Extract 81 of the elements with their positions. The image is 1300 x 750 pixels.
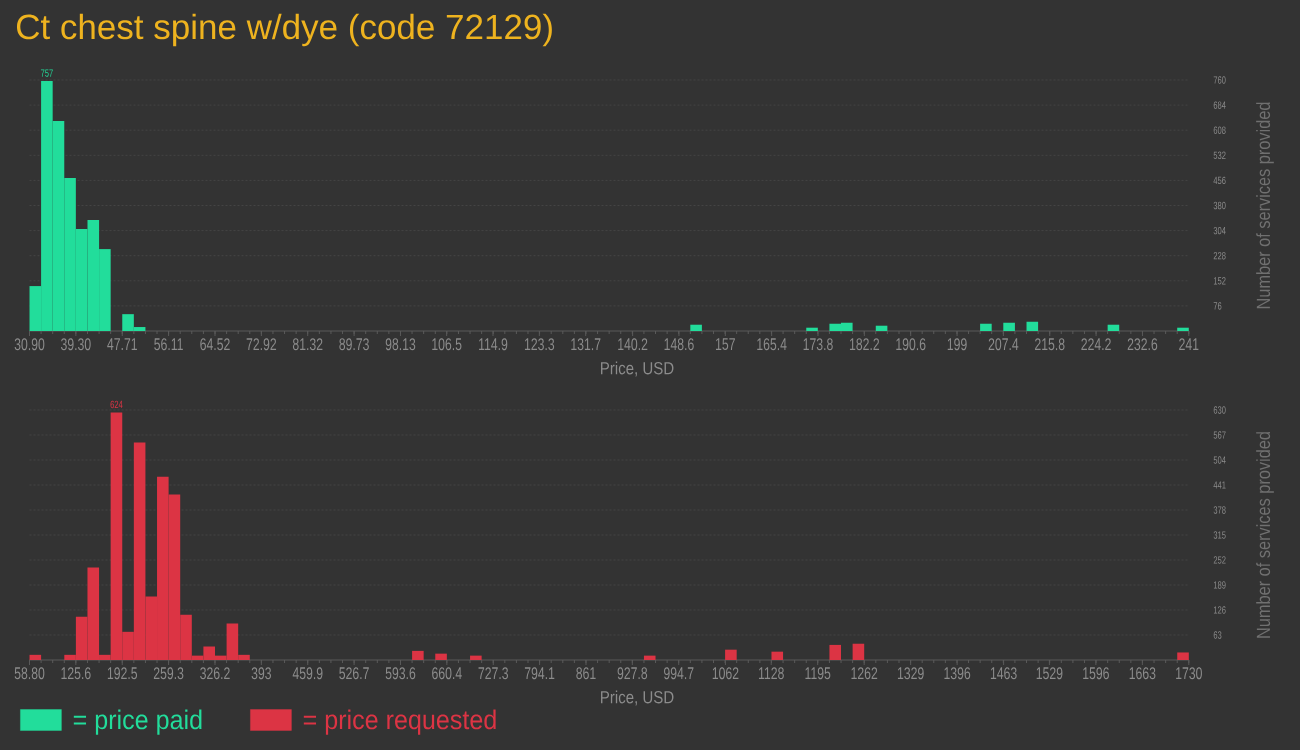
x-tick-label: 224.2 (1081, 338, 1111, 351)
x-tick-label: 140.2 (618, 338, 648, 351)
x-tick-label: 81.32 (292, 338, 323, 351)
x-tick-label: 393 (251, 667, 272, 680)
x-tick-label: 1262 (851, 667, 878, 680)
y-tick-label: 378 (1213, 506, 1226, 514)
x-tick-label: 165.4 (757, 338, 787, 351)
x-tick-label: 192.5 (107, 667, 138, 680)
x-tick-label: 39.30 (61, 338, 91, 351)
x-tick-label: 215.8 (1035, 338, 1065, 351)
x-tick-label: 232.6 (1127, 338, 1158, 351)
x-tick-label: 30.90 (14, 338, 45, 351)
x-tick-label: 182.2 (849, 338, 880, 351)
x-tick-label: 1128 (758, 667, 784, 680)
y-tick-label: 76 (1213, 302, 1222, 310)
x-tick-label: 1396 (944, 667, 971, 680)
x-tick-label: 114.9 (479, 338, 508, 351)
x-tick-label: 47.71 (107, 338, 137, 350)
x-tick-label: 98.13 (385, 338, 416, 351)
x-tick-label: 89.73 (339, 338, 369, 351)
x-tick-label: 794.1 (524, 667, 555, 680)
x-axis-title: Price, USD (601, 690, 674, 706)
y-tick-label: 630 (1213, 406, 1226, 414)
x-tick-label: 157 (716, 338, 735, 351)
x-tick-label: 131.7 (571, 338, 601, 351)
y-tick-label: 63 (1213, 631, 1222, 639)
y-tick-label: 504 (1213, 456, 1226, 464)
x-tick-label: 190.6 (896, 338, 926, 351)
legend-label: = price requested (303, 709, 496, 735)
x-tick-label: 207.4 (988, 338, 1019, 351)
x-tick-label: 593.6 (385, 667, 416, 680)
x-tick-label: 459.9 (292, 667, 323, 680)
y-tick-label: 315 (1213, 531, 1226, 539)
x-tick-label: 861 (576, 667, 596, 680)
x-tick-label: 1663 (1129, 667, 1156, 680)
x-tick-label: 1529 (1036, 667, 1063, 680)
x-tick-label: 660.4 (432, 667, 462, 680)
legend-label: = price paid (73, 709, 202, 735)
y-tick-label: 684 (1213, 101, 1226, 109)
y-tick-label: 380 (1213, 201, 1226, 210)
x-tick-label: 1463 (990, 667, 1017, 680)
y-tick-label: 441 (1213, 481, 1226, 489)
y-tick-label: 608 (1213, 126, 1226, 134)
x-tick-label: 123.3 (524, 338, 555, 351)
x-tick-label: 1730 (1176, 667, 1202, 680)
x-tick-label: 526.7 (339, 667, 369, 680)
x-tick-label: 727.3 (478, 667, 509, 680)
y-tick-label: 456 (1213, 176, 1226, 185)
x-tick-label: 125.6 (61, 667, 91, 680)
x-tick-label: 927.8 (617, 667, 648, 680)
x-tick-label: 1195 (805, 667, 831, 680)
y-axis-title: Number of services provided (1256, 432, 1274, 638)
x-tick-label: 326.2 (200, 667, 230, 680)
x-tick-label: 1062 (712, 667, 739, 680)
x-tick-label: 1596 (1083, 667, 1109, 680)
y-tick-label: 252 (1213, 556, 1226, 564)
y-axis-title: Number of services provided (1256, 102, 1274, 309)
y-tick-label: 567 (1213, 431, 1226, 439)
x-tick-label: 994.7 (664, 667, 694, 680)
x-tick-label: 199 (947, 338, 967, 351)
x-tick-label: 241 (1179, 338, 1199, 351)
x-tick-label: 259.3 (153, 667, 184, 680)
y-tick-label: 532 (1213, 151, 1226, 160)
x-tick-label: 1329 (897, 667, 924, 680)
x-tick-label: 148.6 (664, 338, 694, 351)
y-tick-label: 152 (1213, 277, 1226, 285)
y-tick-label: 189 (1213, 581, 1226, 589)
x-axis-title: Price, USD (601, 361, 674, 377)
x-tick-label: 64.52 (200, 338, 230, 351)
x-tick-label: 56.11 (154, 338, 183, 351)
y-tick-label: 126 (1213, 606, 1226, 614)
y-tick-label: 304 (1213, 226, 1226, 235)
y-tick-label: 760 (1213, 76, 1226, 84)
chart-title: Ct chest spine w/dye (code 72129) (16, 13, 552, 47)
x-tick-label: 173.8 (803, 338, 833, 351)
data-label: 624 (110, 400, 123, 409)
x-tick-label: 106.5 (432, 338, 462, 351)
x-tick-label: 58.80 (14, 667, 45, 680)
x-tick-label: 72.92 (246, 338, 277, 351)
data-label: 757 (40, 69, 53, 77)
y-tick-label: 228 (1213, 251, 1226, 260)
